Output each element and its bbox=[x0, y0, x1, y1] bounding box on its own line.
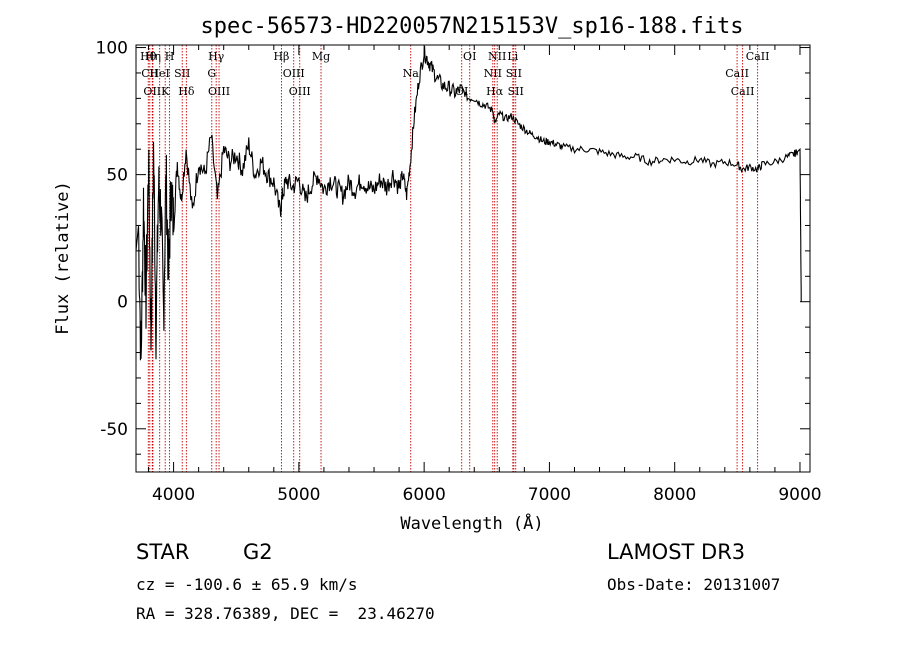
line-marker-label: CaII bbox=[725, 67, 749, 80]
line-marker-label: Hη bbox=[145, 50, 161, 63]
x-tick-label: 7000 bbox=[528, 485, 571, 505]
line-marker-label: Na bbox=[403, 67, 420, 80]
line-marker-label: OIII bbox=[208, 85, 230, 98]
y-axis-label: Flux (relative) bbox=[53, 181, 73, 335]
line-marker-label: Hγ bbox=[208, 50, 225, 63]
line-marker-label: SII bbox=[506, 67, 522, 80]
line-marker-label: OIII bbox=[289, 85, 311, 98]
line-marker-label: Li bbox=[507, 50, 518, 63]
obs-date: Obs-Date: 20131007 bbox=[607, 575, 781, 594]
line-marker-label: SII bbox=[508, 85, 524, 98]
y-tick-label: 0 bbox=[117, 293, 128, 313]
y-tick-label: 100 bbox=[96, 39, 128, 59]
line-marker-label: OI bbox=[463, 50, 476, 63]
x-tick-label: 6000 bbox=[403, 485, 446, 505]
line-marker-label: NII bbox=[488, 50, 506, 63]
line-marker-label: OIII bbox=[283, 67, 305, 80]
line-marker-label: Hα bbox=[486, 85, 504, 98]
line-marker-label: CaII bbox=[746, 50, 770, 63]
chart-title: spec-56573-HD220057N215153V_sp16-188.fit… bbox=[200, 14, 743, 39]
x-axis-label: Wavelength (Å) bbox=[400, 512, 543, 534]
line-marker-label: Hδ bbox=[178, 85, 195, 98]
plot-frame bbox=[135, 44, 811, 473]
y-tick-label: 50 bbox=[106, 166, 128, 186]
flux-series-line bbox=[135, 45, 802, 361]
x-tick-label: 8000 bbox=[653, 485, 696, 505]
line-marker-label: Hβ bbox=[273, 50, 289, 63]
line-marker-label: Mg bbox=[312, 50, 330, 63]
survey-name: LAMOST DR3 bbox=[607, 540, 746, 564]
line-marker-label: H bbox=[165, 50, 175, 63]
y-tick-label: -50 bbox=[100, 420, 128, 440]
line-marker-label: NII bbox=[484, 67, 502, 80]
redshift-text: cz = -100.6 ± 65.9 km/s bbox=[136, 575, 358, 594]
object-subclass: G2 bbox=[243, 540, 273, 564]
line-marker-label: G bbox=[207, 67, 216, 80]
object-class: STAR bbox=[136, 540, 190, 564]
line-marker-label: CaII bbox=[731, 85, 755, 98]
line-marker-label: Hθ bbox=[140, 50, 157, 63]
line-marker-label: CII bbox=[141, 67, 158, 80]
line-marker-label: K bbox=[161, 85, 170, 98]
line-marker-label: OII bbox=[143, 85, 161, 98]
line-marker-label: SII bbox=[174, 67, 190, 80]
x-tick-label: 4000 bbox=[152, 485, 195, 505]
x-tick-label: 9000 bbox=[778, 485, 821, 505]
x-tick-label: 5000 bbox=[277, 485, 320, 505]
coordinates: RA = 328.76389, DEC = 23.46270 bbox=[136, 604, 435, 623]
line-marker-label: HeI bbox=[149, 67, 169, 80]
